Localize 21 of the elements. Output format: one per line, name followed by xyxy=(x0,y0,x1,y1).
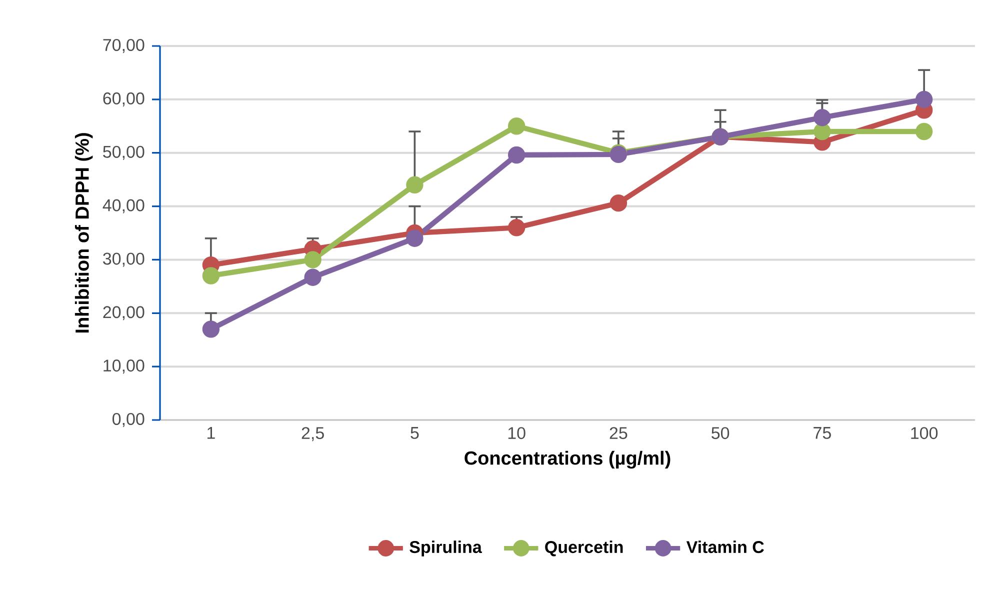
legend-label: Quercetin xyxy=(545,540,623,556)
x-tick-label: 75 xyxy=(814,427,831,439)
y-tick-label: 70,00 xyxy=(103,38,144,54)
y-tick-label: 30,00 xyxy=(103,252,144,267)
y-tick-label: 60,00 xyxy=(103,92,144,106)
legend-label: Spirulina xyxy=(410,540,482,556)
y-tick-label: 50,00 xyxy=(103,146,144,160)
x-tick-label: 2,5 xyxy=(302,427,324,442)
y-tick-label: 20,00 xyxy=(103,306,144,320)
y-axis-title: Inhibition of DPPH (%) xyxy=(74,133,93,333)
x-tick-label: 10 xyxy=(508,427,526,440)
legend-label: Vitamin C xyxy=(686,540,764,554)
y-tick-label: 40,00 xyxy=(102,199,144,214)
x-tick-label: 25 xyxy=(610,427,628,440)
x-tick-label: 1 xyxy=(208,427,215,439)
x-axis-title: Concentrations (µg/ml) xyxy=(464,450,670,469)
y-tick-label: 0,00 xyxy=(112,412,144,428)
x-tick-label: 50 xyxy=(712,427,730,440)
x-tick-label: 5 xyxy=(410,427,419,439)
y-tick-label: 10,00 xyxy=(104,360,144,374)
x-tick-label: 100 xyxy=(911,427,938,440)
